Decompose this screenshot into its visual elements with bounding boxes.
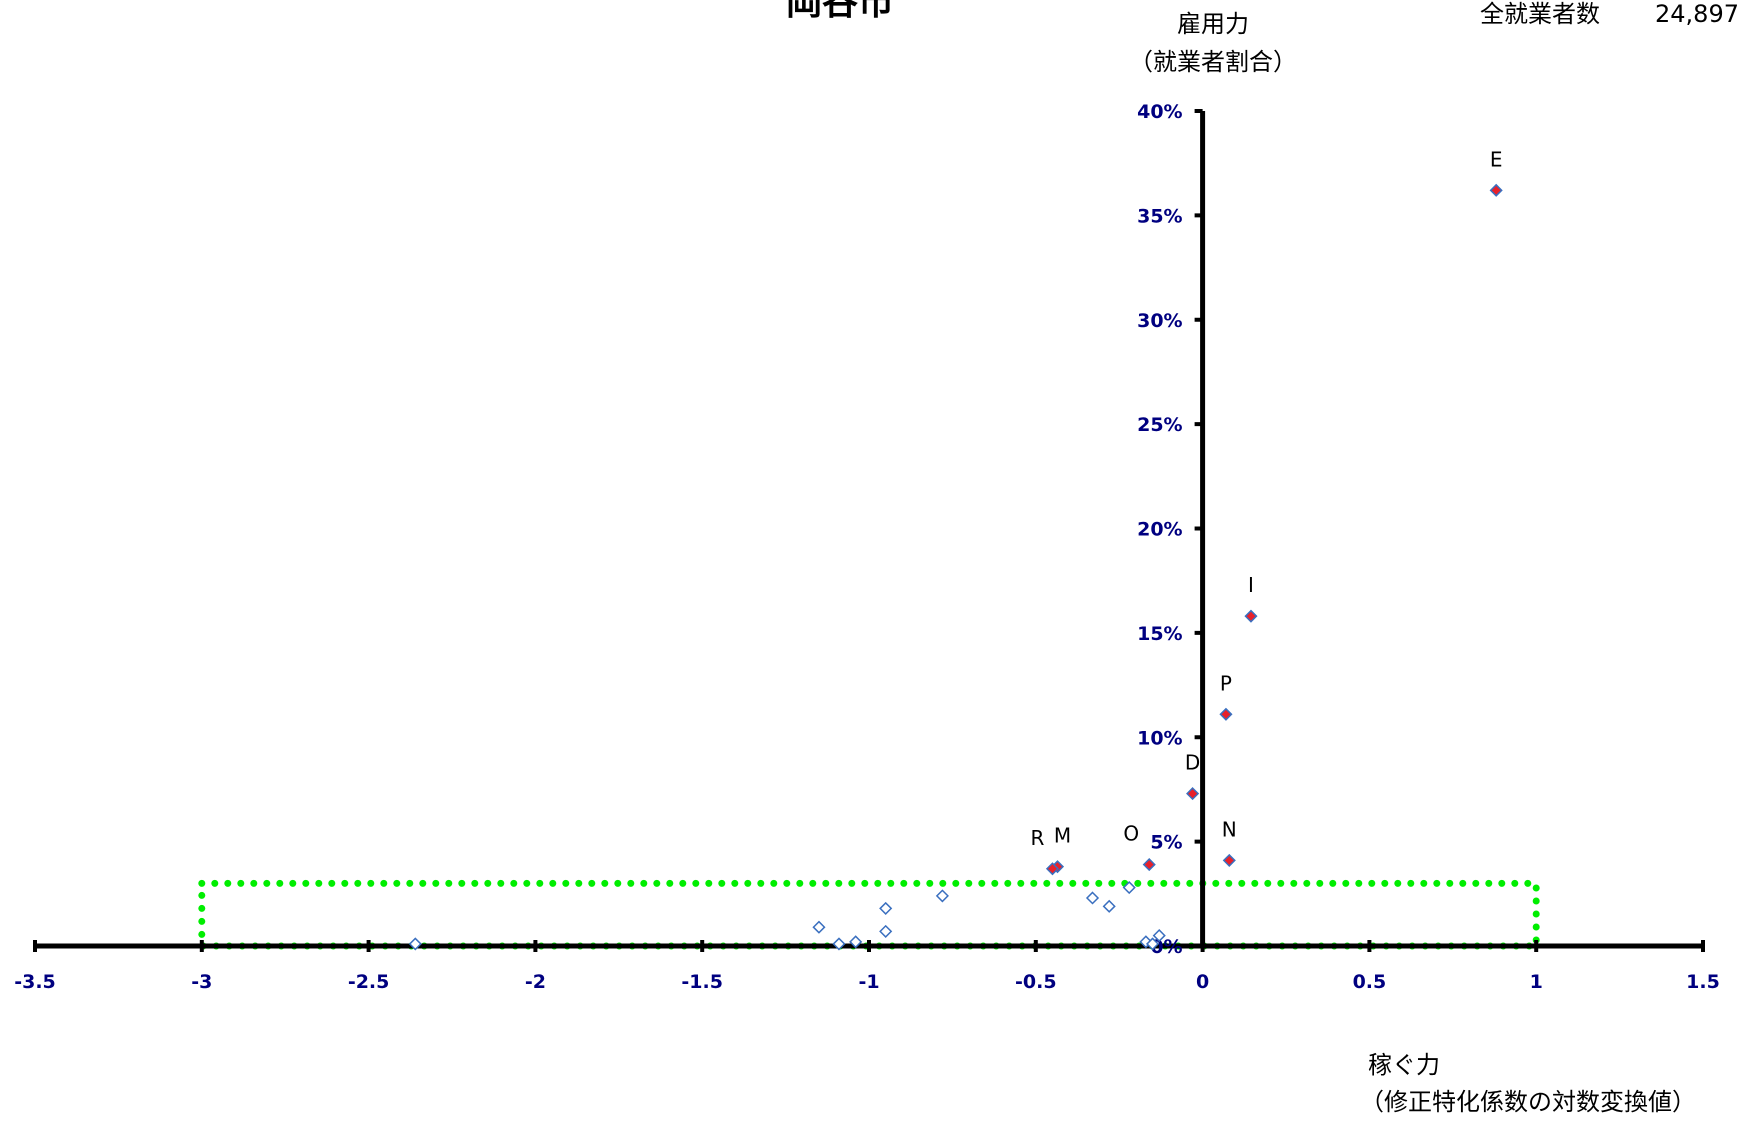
total-workers-caption: 全就業者数 xyxy=(1480,0,1600,28)
total-workers-value: 24,897 xyxy=(1655,0,1737,28)
point-label: N xyxy=(1222,817,1237,841)
y-axis-title: 雇用力 xyxy=(1177,10,1249,38)
data-point xyxy=(879,924,893,938)
x-tick-label: -1.5 xyxy=(681,971,723,993)
data-point xyxy=(1085,891,1100,905)
x-tick-label: -3 xyxy=(191,971,212,993)
point-label: P xyxy=(1220,671,1232,695)
point-label: R xyxy=(1031,826,1045,850)
data-point xyxy=(935,889,949,903)
labeled-data-point xyxy=(1489,183,1503,197)
point-label: D xyxy=(1185,751,1200,775)
labeled-data-point xyxy=(1142,858,1156,872)
point-label: O xyxy=(1123,822,1139,846)
labeled-data-point xyxy=(1244,609,1258,623)
y-tick-label: 40% xyxy=(1137,101,1182,123)
labeled-data-point xyxy=(1045,862,1060,876)
plot-area: -3.5 -3 -2.5 -2 -1.5 -1 -0.5 0 0.5 1 1.5 0% 5% 10% 15%… xyxy=(14,101,1720,993)
data-point xyxy=(832,937,846,951)
x-tick-label: 0 xyxy=(1196,971,1209,993)
data-point xyxy=(1139,935,1153,949)
y-tick-label: 0% xyxy=(1150,936,1182,958)
data-point xyxy=(1152,929,1166,943)
data-point xyxy=(1102,899,1116,913)
data-point xyxy=(849,935,863,949)
x-tick-label: -0.5 xyxy=(1015,971,1057,993)
y-axis-subtitle: （就業者割合） xyxy=(1129,48,1297,76)
y-tick-label: 35% xyxy=(1137,205,1182,227)
x-axis-subtitle: （修正特化係数の対数変換値） xyxy=(1360,1088,1696,1116)
x-tick-label: 1 xyxy=(1530,971,1543,993)
y-tick-label: 15% xyxy=(1137,623,1182,645)
point-label: E xyxy=(1490,147,1503,171)
data-point xyxy=(1145,937,1160,951)
x-tick-label: 1.5 xyxy=(1686,971,1720,993)
x-tick-label: -1 xyxy=(858,971,879,993)
y-tick-label: 20% xyxy=(1137,519,1182,541)
y-tick-label: 25% xyxy=(1137,414,1182,436)
x-tick-label: -2 xyxy=(525,971,546,993)
data-point xyxy=(408,937,422,951)
chart-title: 岡谷市 xyxy=(786,0,894,23)
x-tick-label: 0.5 xyxy=(1353,971,1387,993)
x-axis-title: 稼ぐ力 xyxy=(1368,1051,1440,1079)
data-point xyxy=(879,901,893,915)
x-tick-label: -3.5 xyxy=(14,971,56,993)
labeled-data-point xyxy=(1219,707,1233,721)
y-tick-label: 5% xyxy=(1150,832,1182,854)
y-tick-label: 10% xyxy=(1137,727,1182,749)
highlight-box xyxy=(198,879,1540,950)
y-tick-label: 30% xyxy=(1137,310,1182,332)
data-point xyxy=(812,920,826,934)
total-workers-label: 全就業者数 24,897 xyxy=(1480,0,1737,28)
point-label: I xyxy=(1248,573,1254,597)
labeled-data-point xyxy=(1222,853,1236,867)
x-tick-label: -2.5 xyxy=(348,971,390,993)
data-point xyxy=(1122,880,1136,895)
point-label: M xyxy=(1054,824,1071,848)
labeled-data-point xyxy=(1186,787,1200,801)
